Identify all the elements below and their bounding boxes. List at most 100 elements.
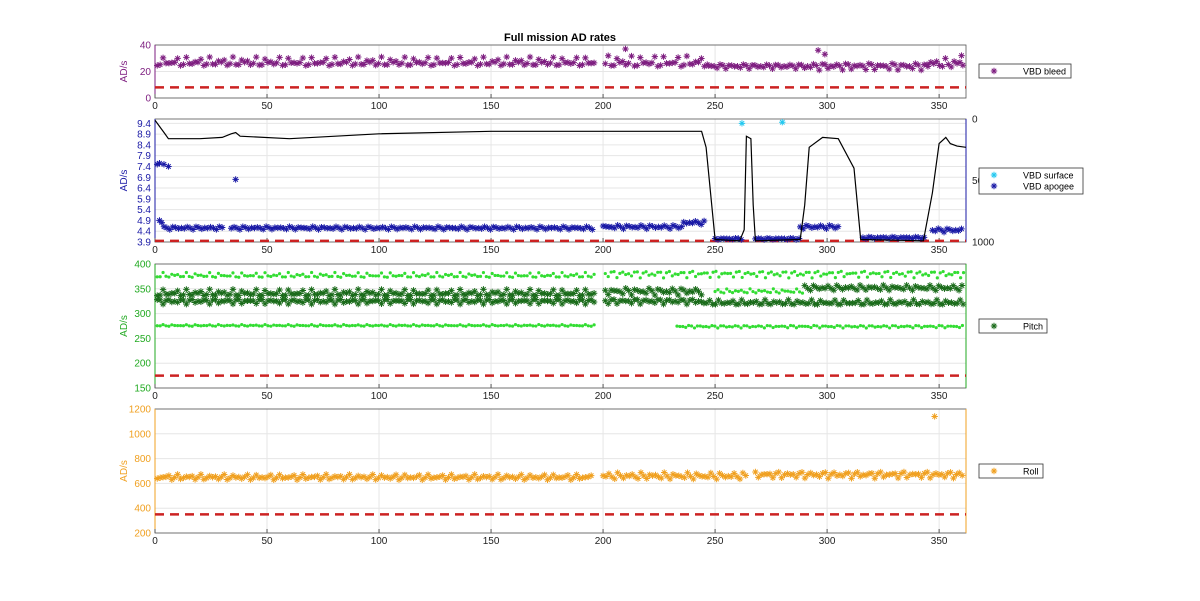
data-point: [739, 326, 743, 330]
data-point: [746, 270, 750, 275]
data-point: [935, 276, 939, 280]
data-point: [553, 474, 560, 482]
data-point: [285, 286, 292, 294]
data-point: [413, 297, 420, 304]
data-point: [460, 224, 468, 231]
data-point: [583, 270, 587, 275]
data-point: [532, 473, 540, 481]
data-point: [900, 468, 908, 476]
data-point: [342, 272, 346, 276]
data-point: [827, 285, 835, 292]
data-point: [509, 292, 516, 299]
data-point: [244, 57, 251, 65]
data-point: [426, 323, 430, 328]
data-point: [516, 323, 520, 328]
data-point: [346, 298, 353, 305]
data-point: [804, 270, 808, 274]
data-point: [797, 223, 804, 231]
data-point: [361, 226, 369, 233]
data-point: [298, 273, 302, 278]
data-point: [206, 300, 213, 308]
data-point: [954, 300, 961, 307]
data-point: [204, 224, 211, 232]
data-point: [724, 325, 729, 329]
data-point: [299, 54, 307, 62]
data-point: [312, 274, 317, 278]
data-point: [232, 474, 240, 481]
data-point: [421, 297, 429, 305]
data-point: [924, 468, 931, 476]
data-point: [820, 223, 827, 231]
data-point: [576, 475, 583, 482]
data-point: [938, 271, 942, 275]
data-point: [293, 298, 301, 305]
data-point: [548, 323, 553, 328]
data-point: [544, 61, 551, 68]
data-point: [955, 287, 963, 294]
data-point: [411, 223, 418, 230]
data-point: [960, 323, 965, 328]
data-point: [372, 476, 379, 483]
data-point: [407, 474, 414, 481]
data-point: [816, 473, 823, 480]
data-point: [410, 474, 417, 482]
data-point: [448, 54, 455, 62]
data-point: [695, 298, 702, 305]
data-point: [942, 297, 949, 305]
data-point: [400, 274, 404, 278]
data-point: [541, 290, 548, 297]
y-tick-label: 350: [134, 284, 151, 295]
data-point: [680, 61, 688, 69]
y-tick-label: 7.4: [137, 162, 151, 173]
data-point: [481, 223, 488, 230]
data-point: [626, 472, 633, 480]
data-point: [174, 471, 181, 478]
data-point: [909, 270, 913, 274]
data-point: [654, 285, 661, 293]
data-point: [637, 54, 644, 61]
data-point: [440, 226, 447, 233]
y-axis-label: AD/s: [119, 460, 130, 482]
data-point: [424, 299, 432, 307]
data-point: [510, 226, 517, 233]
data-point: [716, 61, 724, 68]
data-point: [935, 471, 943, 479]
data-point: [237, 275, 241, 279]
data-point: [171, 297, 178, 305]
data-point: [550, 300, 557, 307]
data-point: [186, 473, 193, 481]
data-point: [247, 61, 254, 68]
data-point: [915, 284, 922, 291]
data-point: [317, 299, 324, 306]
data-point: [862, 269, 867, 273]
data-point: [639, 297, 647, 304]
data-point: [523, 474, 531, 482]
data-point: [925, 324, 930, 328]
data-point: [194, 298, 202, 305]
data-point: [378, 472, 385, 479]
data-point: [701, 473, 709, 480]
x-tick-label: 0: [152, 101, 158, 112]
x-tick-label: 300: [819, 391, 836, 402]
data-point: [307, 275, 311, 279]
data-point: [877, 271, 881, 276]
data-point: [410, 287, 417, 294]
data-point: [442, 298, 449, 306]
data-point: [686, 287, 693, 295]
data-point: [894, 235, 902, 242]
data-point: [907, 300, 914, 307]
data-point: [456, 54, 464, 61]
data-point: [631, 223, 639, 231]
data-point: [419, 60, 426, 68]
data-point: [855, 297, 862, 304]
data-point: [634, 224, 642, 231]
data-point: [653, 273, 657, 277]
data-point: [716, 326, 720, 330]
data-point: [365, 271, 369, 275]
data-point: [477, 291, 484, 298]
data-point: [649, 223, 656, 230]
data-point: [488, 299, 496, 307]
data-point: [527, 223, 535, 231]
data-point: [614, 221, 621, 229]
data-point: [953, 471, 960, 478]
